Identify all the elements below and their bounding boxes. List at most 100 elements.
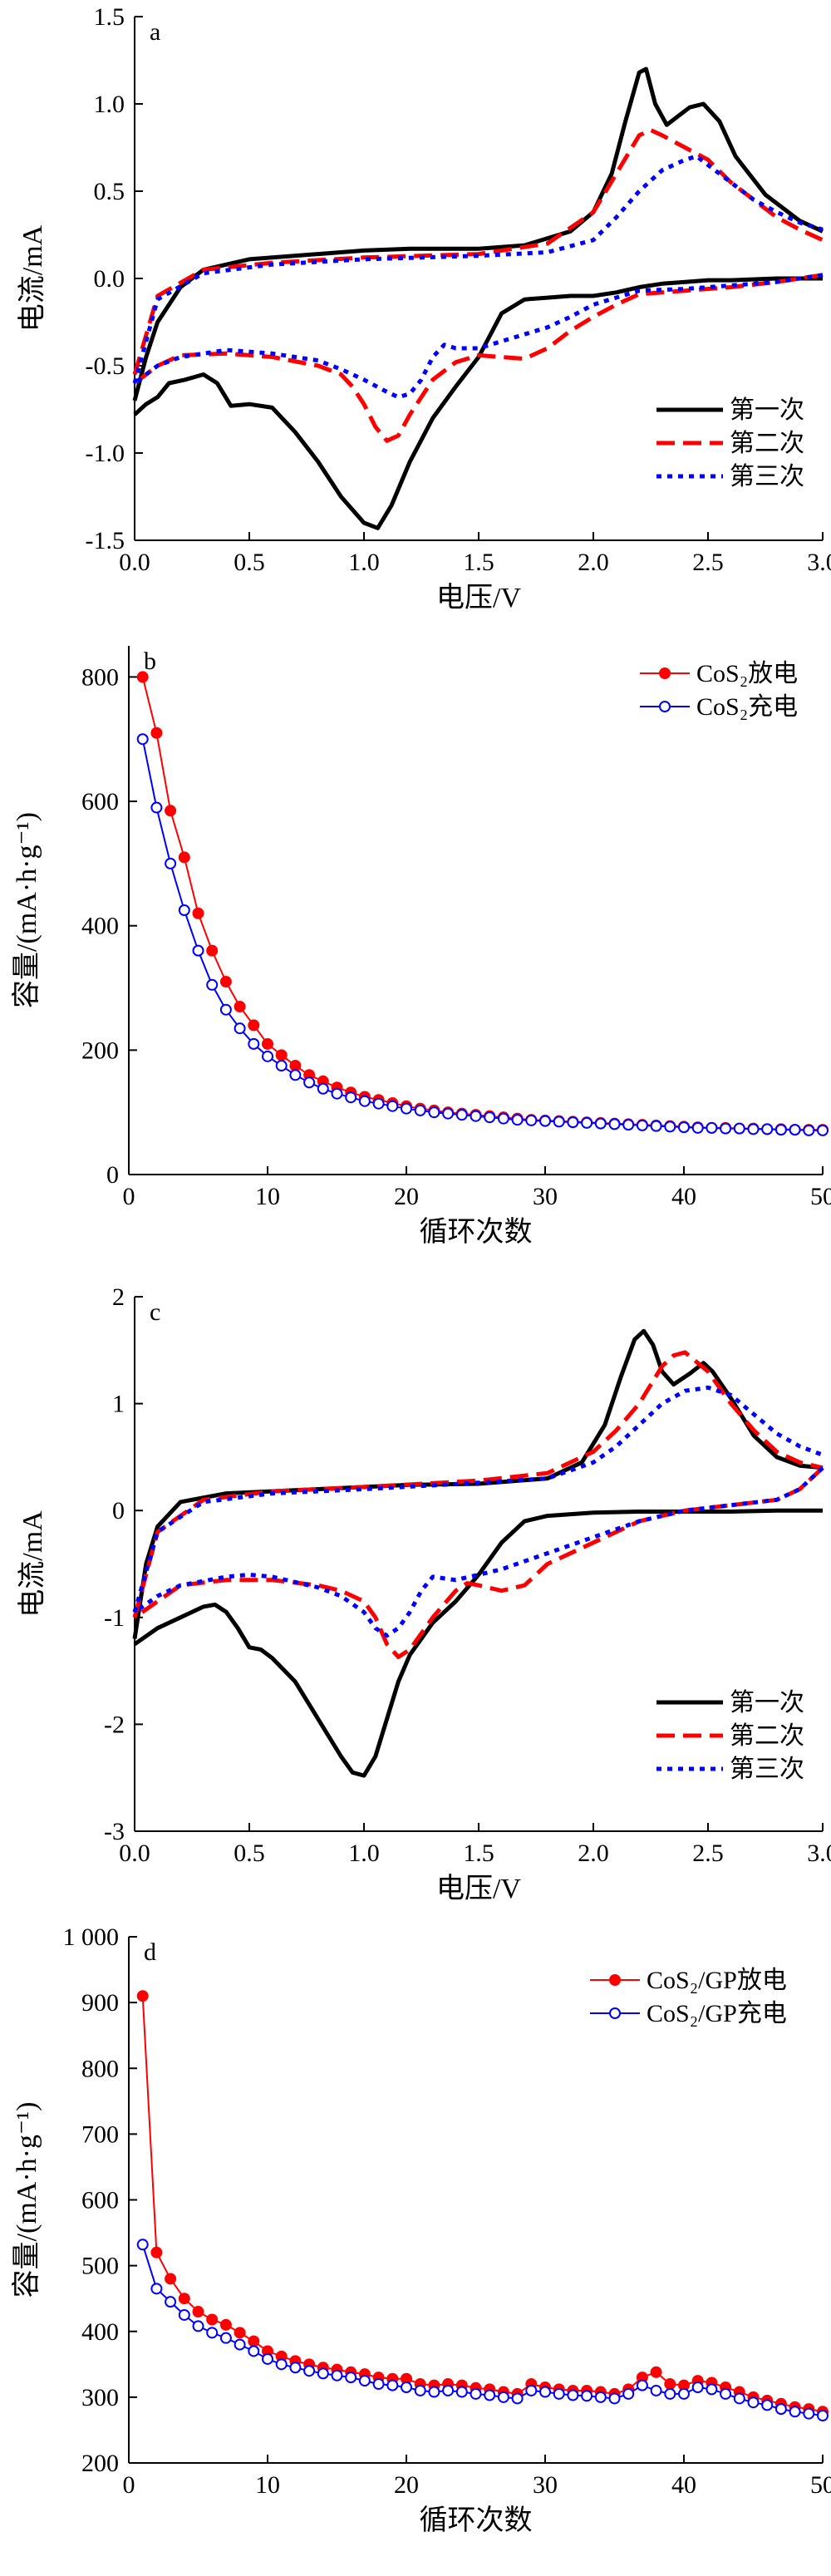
data-point [581,2390,593,2402]
panel-label: a [150,18,160,46]
data-point [650,2366,662,2378]
data-point [178,2293,190,2305]
x-tick-label: 30 [533,1183,558,1210]
data-point [664,2378,676,2391]
data-point [219,2332,232,2344]
data-point [664,1121,676,1133]
x-tick-label: 2.5 [692,1840,724,1867]
data-point [525,1114,538,1126]
y-tick-label: 1.0 [94,91,125,118]
x-tick-label: 0 [123,2471,135,2499]
legend-marker [609,2007,621,2019]
series-line-2 [133,1465,824,1659]
y-tick-label: -2 [104,1711,125,1738]
data-point [720,1122,732,1135]
data-point [401,1102,412,1115]
legend-label-2: 第三次 [730,463,804,490]
data-point [275,1060,288,1072]
data-point [636,1119,648,1131]
data-point [636,2379,648,2391]
data-point [553,1116,565,1128]
y-tick-label: 0.0 [94,265,125,293]
y-tick-label: 200 [81,2450,119,2477]
data-point [664,2387,676,2400]
data-point [747,2396,760,2409]
x-tick-label: 2.0 [578,1840,609,1867]
data-point [622,1119,635,1131]
legend-label-2: 第三次 [730,1756,804,1783]
data-point [206,2313,219,2326]
data-point [192,944,204,957]
data-point [511,1114,524,1126]
data-point [720,2387,732,2400]
y-axis-title: 电流/mA [17,224,48,332]
data-point [401,2381,412,2394]
data-point [178,2308,190,2321]
data-point [733,1122,745,1135]
legend-label-1: 第二次 [730,1722,804,1750]
series-line-4 [133,1465,824,1638]
y-tick-label: 500 [81,2253,119,2280]
series-line-5 [132,1385,824,1613]
data-point [262,1050,273,1062]
data-point [442,1107,455,1120]
y-tick-label: -1.0 [86,440,125,467]
data-point [262,1037,273,1050]
data-point [622,2387,635,2400]
data-point [386,1100,399,1112]
y-tick-label: 1 000 [63,1923,120,1951]
x-tick-label: 0.5 [234,1840,265,1867]
data-point [817,2410,829,2422]
data-point [803,2407,815,2420]
x-axis-title: 循环次数 [420,2505,533,2536]
y-axis-title: 电流/mA [17,1510,48,1618]
x-tick-label: 1.0 [348,549,380,576]
series-line-1 [132,66,824,401]
legend-label-0: CoS₂放电 [696,660,798,687]
chart-panel-b: b 0 10 20 30 40 50 0 200 400 600 800 循环次数 容量/(mA·h·g⁻… [11,646,831,1248]
panel-label: b [144,648,156,675]
x-tick-label: 40 [671,1183,696,1210]
data-point [733,2392,745,2405]
data-point [289,2362,302,2374]
x-tick-label: 10 [255,1183,280,1210]
data-point [150,727,163,739]
x-tick-label: 30 [533,2471,558,2499]
data-point [567,1116,579,1129]
data-point [206,2327,219,2339]
x-tick-label: 0.0 [119,549,150,576]
y-tick-label: 200 [81,1037,119,1064]
y-tick-label: 800 [81,2055,119,2082]
data-point [511,2392,524,2405]
y-tick-label: 800 [81,663,119,691]
data-point [165,2273,177,2285]
x-tick-label: 0 [123,1183,135,1210]
data-point [317,1082,329,1095]
x-axis-title: 电压/V [436,582,521,613]
data-point [691,1121,704,1134]
data-point [372,1097,385,1110]
data-point [525,2384,538,2396]
data-point [803,1124,815,1136]
y-tick-label: 600 [81,2187,119,2214]
data-point [275,1049,288,1061]
data-point [136,1990,149,2002]
data-point [234,2327,246,2339]
data-point [150,801,163,814]
data-point [484,1111,496,1124]
data-point [289,1060,302,1072]
data-point [650,2384,662,2396]
data-point [761,1123,774,1135]
x-tick-label: 3.0 [807,1840,831,1867]
legend-label-0: 第一次 [730,1689,804,1717]
x-tick-label: 50 [810,1183,831,1210]
y-tick-label: -1 [104,1604,125,1632]
data-point [470,2387,482,2400]
data-point [345,1091,357,1104]
data-point [248,2345,260,2357]
data-point [789,1124,801,1136]
data-point [594,1117,607,1130]
data-point [248,1037,260,1050]
legend-label-1: 第二次 [730,430,804,457]
data-point [386,2379,399,2391]
